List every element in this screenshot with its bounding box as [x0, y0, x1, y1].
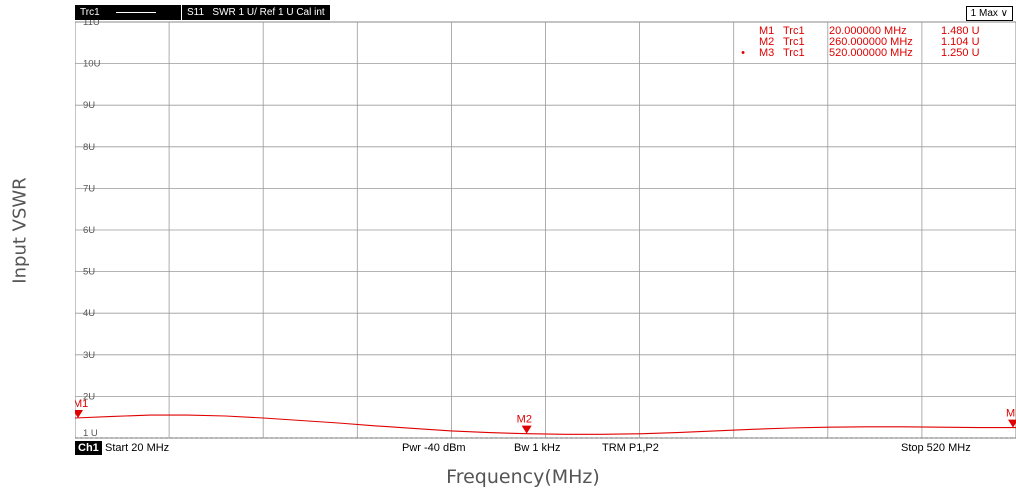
marker-table-cell: 1.250 U [941, 47, 980, 59]
marker-points: M1 M2 M3 [75, 398, 1016, 434]
marker-label: M3 [1006, 408, 1016, 420]
marker-table-cell: 1.104 U [941, 36, 980, 48]
y-tick-labels: 1 U 2U 3U 4U 5U 6U 7U 8U 9U 10U 11U [83, 20, 101, 439]
marker-table-cell: • [741, 47, 745, 59]
y-tick-label: 9U [83, 100, 95, 111]
y-tick-label: 7U [83, 183, 95, 194]
marker-triangle[interactable] [1008, 419, 1016, 428]
marker-table: M1 Trc1 20.000000 MHz 1.480 U M2 Trc1 260.0000… [741, 25, 979, 59]
trace-header-bar: Trc1 S11 SWR 1 U/ Ref 1 U Cal int 1 Max … [75, 5, 1016, 21]
marker-table-cell: M1 [759, 25, 774, 37]
marker-triangle[interactable] [521, 425, 532, 434]
y-tick-label: 2U [83, 391, 95, 402]
stop-frequency: Stop 520 MHz [901, 442, 971, 454]
format-info: SWR 1 U/ Ref 1 U Cal int [212, 7, 325, 18]
y-axis-label: Input VSWR [9, 177, 31, 284]
start-frequency: Start 20 MHz [105, 442, 170, 454]
scale-button[interactable]: 1 Max ∨ [965, 6, 1013, 21]
marker-label: M1 [75, 398, 88, 410]
marker-table-cell: 520.000000 MHz [829, 47, 913, 59]
y-tick-label: 8U [83, 142, 95, 153]
y-tick-label: 10U [83, 59, 101, 70]
scale-button-label: 1 Max [970, 8, 998, 19]
x-axis-label: Frequency(MHz) [446, 466, 600, 488]
trace-tag[interactable]: Trc1 [75, 5, 181, 20]
param-label: S11 [187, 7, 205, 18]
marker-table-cell: 260.000000 MHz [829, 36, 913, 48]
grid [75, 21, 1016, 439]
power-level: Pwr -40 dBm [402, 442, 466, 454]
trm-ports: TRM P1,P2 [602, 442, 659, 454]
marker-table-cell: Trc1 [783, 36, 805, 48]
trace-name: Trc1 [80, 7, 100, 18]
y-tick-label: 11U [83, 20, 100, 28]
marker-table-cell: 20.000000 MHz [829, 25, 907, 37]
channel-footer: Ch1 Start 20 MHz Pwr -40 dBm Bw 1 kHz TR… [75, 441, 1016, 455]
chevron-down-icon: ∨ [1000, 8, 1008, 19]
trace-line [75, 414, 1016, 435]
y-tick-label: 4U [83, 308, 95, 319]
trace-line-icon [116, 11, 157, 13]
y-tick-label: 3U [83, 350, 95, 361]
marker-table-cell: M3 [759, 47, 774, 59]
y-tick-label: 6U [83, 225, 95, 236]
marker-table-cell: Trc1 [783, 25, 805, 37]
y-tick-label: 1 U [83, 428, 98, 439]
channel-tag[interactable]: Ch1 [75, 441, 102, 455]
y-tick-label: 5U [83, 267, 95, 278]
param-tag[interactable]: S11 SWR 1 U/ Ref 1 U Cal int [182, 5, 330, 20]
marker-triangle[interactable] [75, 410, 83, 419]
marker-table-cell: 1.480 U [941, 25, 980, 37]
marker-label: M2 [517, 414, 532, 426]
bandwidth: Bw 1 kHz [514, 442, 561, 454]
marker-table-cell: Trc1 [783, 47, 805, 59]
marker-table-cell: M2 [759, 36, 774, 48]
